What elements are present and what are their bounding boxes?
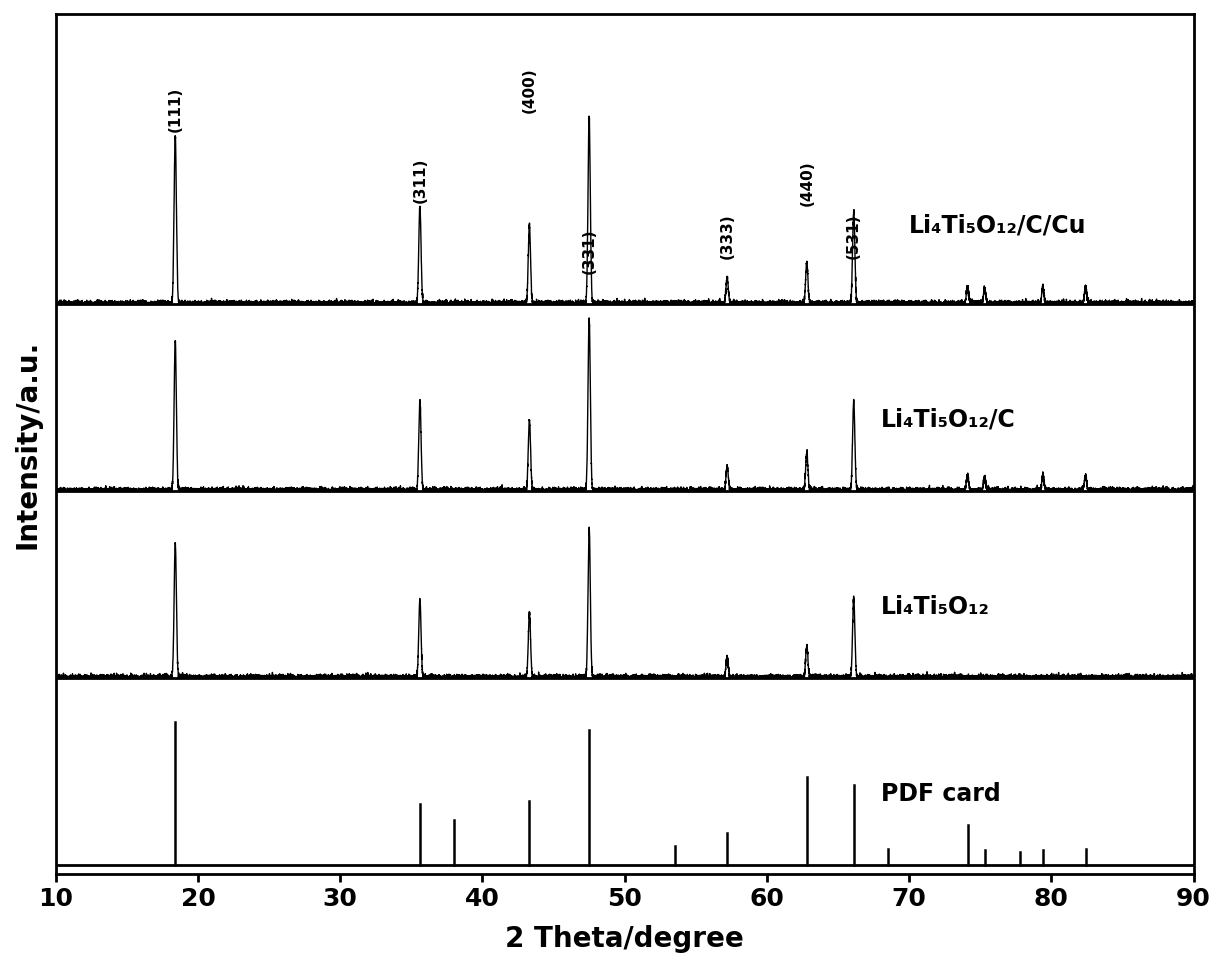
Text: (440): (440) (799, 161, 815, 207)
Text: Li₄Ti₅O₁₂/C/Cu: Li₄Ti₅O₁₂/C/Cu (909, 213, 1087, 237)
Text: (331): (331) (582, 228, 597, 274)
Text: (311): (311) (413, 158, 428, 203)
Text: Li₄Ti₅O₁₂/C: Li₄Ti₅O₁₂/C (881, 408, 1016, 431)
Text: PDF card: PDF card (881, 781, 1001, 806)
Text: (111): (111) (168, 86, 183, 132)
X-axis label: 2 Theta/degree: 2 Theta/degree (506, 925, 744, 953)
Text: (531): (531) (846, 214, 861, 259)
Text: Li₄Ti₅O₁₂: Li₄Ti₅O₁₂ (881, 595, 990, 619)
Y-axis label: Intensity/a.u.: Intensity/a.u. (13, 339, 42, 548)
Text: (400): (400) (522, 68, 537, 113)
Text: (333): (333) (719, 213, 735, 259)
